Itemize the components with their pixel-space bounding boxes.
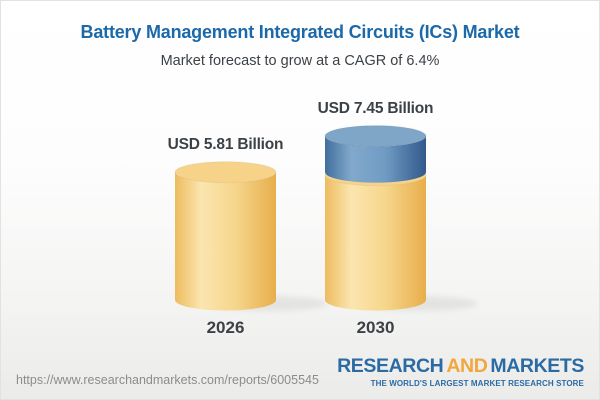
cylinder-body-gold-2030: [325, 175, 426, 311]
research-and-markets-logo: RESEARCH AND MARKETS THE WORLD'S LARGEST M…: [337, 355, 584, 388]
cylinder-body-gold-2026: [175, 172, 276, 311]
logo-word-and: AND: [446, 355, 488, 377]
chart-subtitle: Market forecast to grow at a CAGR of 6.4…: [160, 53, 440, 69]
logo-wordmark: RESEARCH AND MARKETS: [337, 355, 584, 377]
logo-word-research: RESEARCH: [337, 355, 444, 377]
report-url-text: https://www.researchandmarkets.com/repor…: [16, 373, 319, 387]
cylinder-top-gold-2026: [174, 161, 277, 184]
cylinder-top-blue-2030: [324, 125, 427, 148]
chart-title: Battery Management Integrated Circuits (…: [80, 22, 520, 42]
chart-header: Battery Management Integrated Circuits (…: [1, 22, 599, 69]
logo-word-markets: MARKETS: [490, 355, 584, 377]
cylinder-body-blue-2030: [325, 136, 426, 183]
logo-tagline: THE WORLD'S LARGEST MARKET RESEARCH STOR…: [370, 378, 584, 388]
